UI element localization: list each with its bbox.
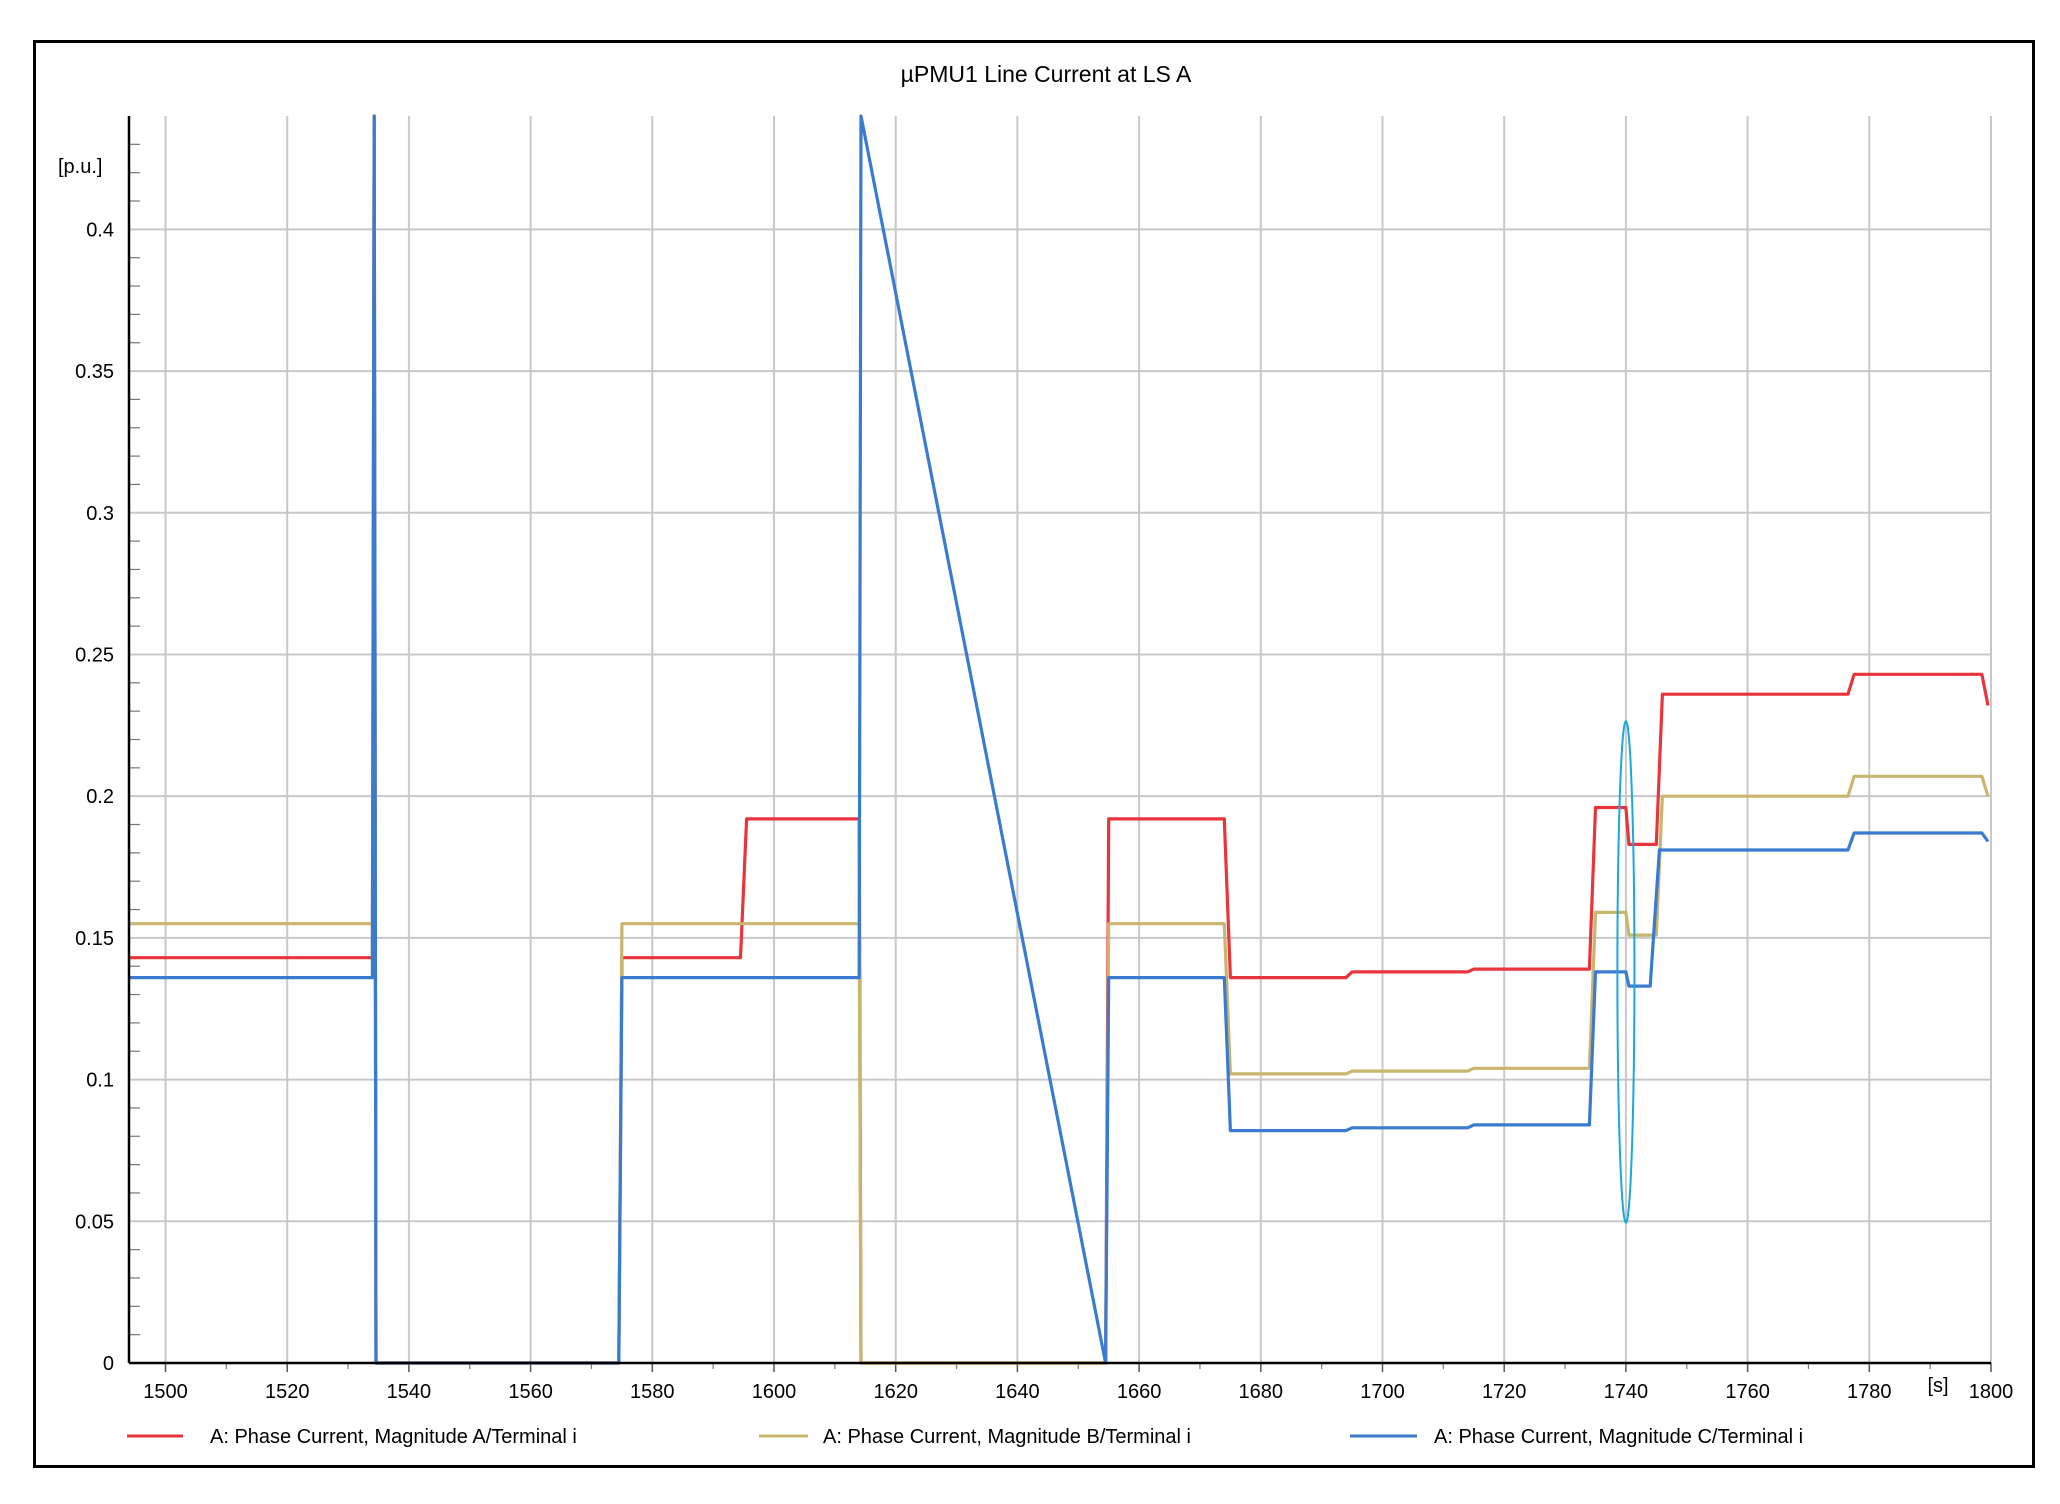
legend: A: Phase Current, Magnitude A/Terminal i… [127, 1426, 1803, 1448]
series-phase-c-line [129, 114, 1990, 1365]
series-phase-b-line [129, 114, 1990, 1365]
label-layer: 1500 1520 1540 1560 1580 1600 1620 1640 1660 1680… [75, 219, 2013, 1403]
y-tick-label: 0.15 [75, 928, 114, 950]
highlight-ellipse [1616, 720, 1636, 1224]
y-tick-label: 0.25 [75, 644, 114, 666]
legend-label-phase-a: A: Phase Current, Magnitude A/Terminal i [210, 1426, 577, 1448]
y-axis-label: [p.u.] [58, 156, 102, 178]
y-tick-label: 0.4 [86, 219, 114, 241]
tick-layer [129, 143, 1992, 1372]
x-tick-label: 1720 [1482, 1381, 1527, 1403]
y-tick-label: 0.3 [86, 503, 114, 525]
y-tick-label: 0 [103, 1353, 114, 1375]
x-tick-label: 1800 [1969, 1381, 2014, 1403]
legend-label-phase-b: A: Phase Current, Magnitude B/Terminal i [823, 1426, 1191, 1448]
x-tick-label: 1640 [995, 1381, 1040, 1403]
x-tick-label: 1520 [265, 1381, 310, 1403]
x-tick-label: 1760 [1725, 1381, 1770, 1403]
x-tick-label: 1580 [630, 1381, 675, 1403]
x-tick-label: 1500 [143, 1381, 188, 1403]
x-tick-label: 1700 [1360, 1381, 1405, 1403]
axis-layer [127, 116, 1991, 1365]
series-layer [129, 114, 1990, 1365]
y-tick-label: 0.35 [75, 361, 114, 383]
x-axis-unit: [s] [1927, 1375, 1948, 1397]
x-tick-label: 1620 [873, 1381, 918, 1403]
x-tick-label: 1780 [1847, 1381, 1892, 1403]
y-tick-label: 0.05 [75, 1211, 114, 1233]
x-tick-label: 1540 [387, 1381, 432, 1403]
y-tick-label: 0.1 [86, 1070, 114, 1092]
chart-title: µPMU1 Line Current at LS A [901, 61, 1192, 87]
x-tick-label: 1740 [1604, 1381, 1649, 1403]
x-tick-label: 1680 [1239, 1381, 1284, 1403]
x-tick-label: 1560 [508, 1381, 553, 1403]
series-phase-a-line [129, 114, 1990, 1365]
x-tick-label: 1600 [752, 1381, 797, 1403]
grid-layer [129, 116, 1992, 1364]
annotation-layer [1616, 720, 1636, 1224]
chart-frame [33, 40, 2035, 1468]
y-tick-label: 0.2 [86, 786, 114, 808]
x-tick-label: 1660 [1117, 1381, 1162, 1403]
legend-label-phase-c: A: Phase Current, Magnitude C/Terminal i [1434, 1426, 1803, 1448]
